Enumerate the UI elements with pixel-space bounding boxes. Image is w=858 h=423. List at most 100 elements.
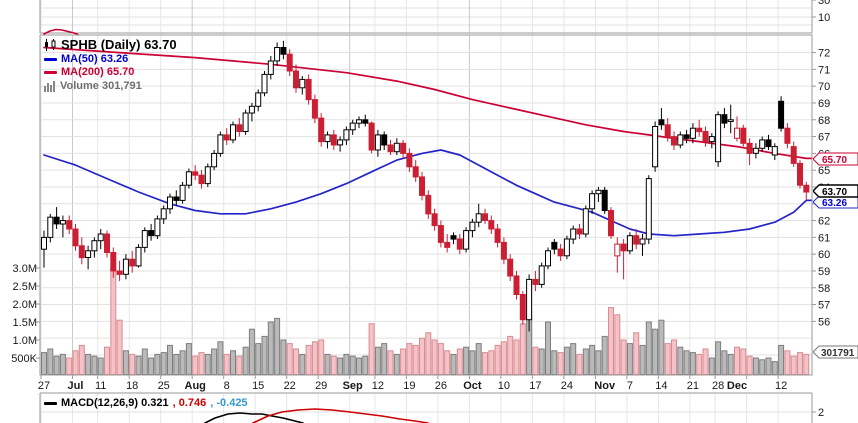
volume-bar bbox=[47, 348, 54, 375]
upper-panel-grid bbox=[40, 0, 812, 33]
candle bbox=[167, 193, 173, 214]
ma50-price-box: 63.26 bbox=[813, 195, 858, 209]
volume-bar bbox=[444, 350, 451, 375]
volume-bar bbox=[513, 339, 520, 375]
svg-text:63.70: 63.70 bbox=[822, 187, 847, 198]
volume-bar bbox=[727, 353, 734, 375]
candle bbox=[47, 213, 54, 243]
candle bbox=[437, 220, 444, 248]
candle bbox=[664, 118, 671, 142]
volume-bar bbox=[778, 344, 785, 375]
candle bbox=[526, 274, 533, 332]
volume-bar bbox=[318, 339, 325, 375]
candle bbox=[482, 208, 488, 224]
svg-text:15: 15 bbox=[252, 380, 264, 392]
volume-bar bbox=[545, 321, 551, 375]
volume-bar bbox=[576, 353, 583, 375]
volume-axis: 3.0M 2.5M 2.0M 1.5M 1.0M 500K bbox=[11, 263, 40, 365]
candle bbox=[305, 74, 312, 105]
candle bbox=[551, 239, 558, 255]
candle bbox=[419, 171, 425, 201]
macd-hist-value: , -0.425 bbox=[210, 397, 248, 409]
volume-bar bbox=[274, 317, 281, 375]
svg-text:59: 59 bbox=[818, 266, 830, 278]
candle bbox=[500, 237, 507, 265]
candle bbox=[620, 239, 627, 280]
candle bbox=[677, 131, 684, 149]
svg-text:Nov: Nov bbox=[594, 380, 616, 392]
candle bbox=[601, 186, 608, 214]
volume-bar bbox=[393, 353, 400, 375]
volume-bar bbox=[223, 353, 230, 375]
candle bbox=[494, 223, 501, 248]
candle bbox=[122, 254, 129, 280]
candle bbox=[734, 116, 740, 142]
candle bbox=[721, 108, 728, 129]
candle bbox=[349, 119, 356, 135]
svg-text:Dec: Dec bbox=[727, 380, 747, 392]
volume-bar bbox=[507, 335, 514, 375]
candle bbox=[469, 218, 476, 238]
candle bbox=[488, 215, 495, 234]
ma50-line bbox=[43, 149, 813, 237]
svg-text:58: 58 bbox=[818, 283, 830, 295]
volume-bar bbox=[734, 346, 740, 376]
candle bbox=[450, 232, 457, 245]
svg-text:65.70: 65.70 bbox=[822, 155, 847, 166]
candle bbox=[148, 223, 155, 241]
volume-bar bbox=[293, 348, 299, 375]
svg-text:2: 2 bbox=[818, 407, 824, 419]
candle bbox=[696, 119, 703, 137]
volume-bar bbox=[425, 332, 432, 375]
volume-bar bbox=[639, 344, 646, 375]
candle bbox=[293, 64, 299, 93]
main-panel-border bbox=[39, 34, 813, 376]
volume-bar bbox=[803, 353, 810, 375]
candle bbox=[545, 247, 551, 270]
candle bbox=[185, 168, 192, 189]
svg-text:24: 24 bbox=[561, 380, 573, 392]
candle bbox=[267, 55, 274, 80]
candle bbox=[154, 215, 161, 240]
volume-bar bbox=[450, 353, 457, 375]
volume-bar bbox=[85, 353, 92, 375]
volume-bar bbox=[595, 350, 602, 375]
svg-text:21: 21 bbox=[687, 380, 699, 392]
volume-bar bbox=[589, 344, 596, 375]
candle bbox=[393, 138, 400, 156]
volume-bar bbox=[469, 350, 476, 375]
volume-bar bbox=[759, 359, 766, 375]
volume-bar bbox=[72, 350, 79, 375]
candle bbox=[242, 109, 249, 135]
volume-bar bbox=[677, 346, 684, 376]
candle bbox=[141, 227, 148, 253]
candle bbox=[324, 131, 331, 149]
candle bbox=[223, 128, 230, 145]
svg-text:26: 26 bbox=[435, 380, 447, 392]
svg-text:14: 14 bbox=[655, 380, 667, 392]
candle bbox=[740, 124, 747, 147]
volume-bar bbox=[110, 267, 117, 375]
volume-bar bbox=[374, 346, 381, 376]
candle bbox=[752, 143, 759, 159]
volume-bar bbox=[652, 328, 659, 376]
volume-bar bbox=[538, 348, 545, 375]
svg-text:Oct: Oct bbox=[463, 380, 482, 392]
candle bbox=[645, 175, 652, 245]
svg-text:63.26: 63.26 bbox=[822, 198, 847, 209]
volume-bar bbox=[664, 343, 671, 376]
volume-bar bbox=[160, 352, 167, 376]
candle bbox=[110, 247, 117, 278]
macd-line-icon bbox=[44, 402, 57, 405]
volume-bar bbox=[708, 357, 715, 375]
svg-text:3.0M: 3.0M bbox=[13, 263, 37, 275]
volume-bar bbox=[551, 350, 558, 375]
volume-bar bbox=[620, 339, 627, 375]
volume-bar bbox=[500, 341, 507, 375]
volume-bar bbox=[104, 346, 110, 376]
volume-bar bbox=[488, 350, 495, 375]
candle bbox=[595, 186, 602, 203]
svg-text:28: 28 bbox=[712, 380, 724, 392]
volume-bar bbox=[519, 323, 526, 375]
